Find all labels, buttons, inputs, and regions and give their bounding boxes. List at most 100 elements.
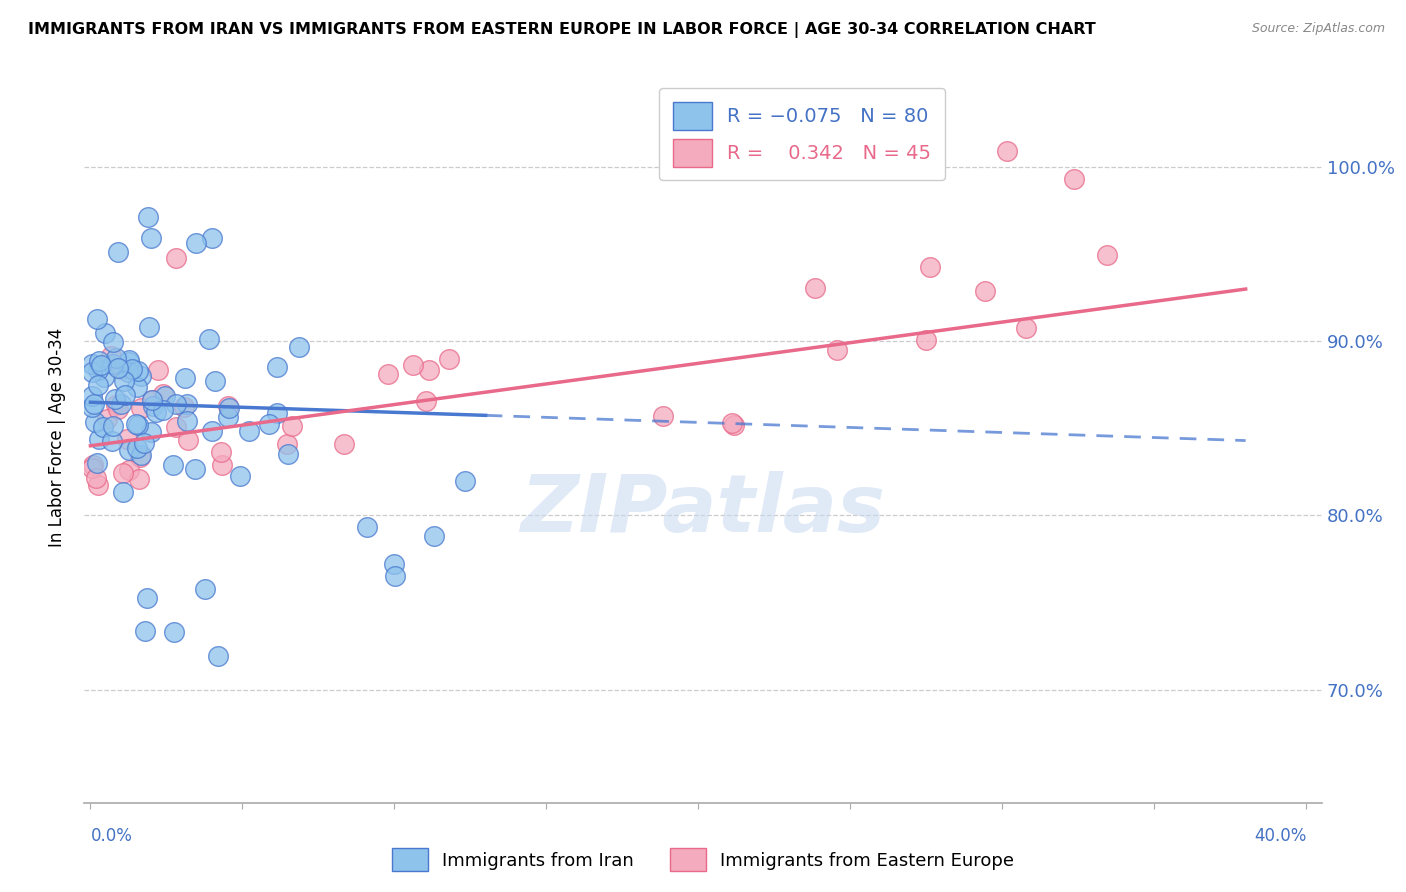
Point	[973, 284, 995, 298]
Point	[377, 368, 399, 382]
Point	[118, 463, 141, 477]
Point	[142, 399, 165, 413]
Point	[162, 624, 184, 639]
Point	[1063, 172, 1085, 186]
Point	[107, 402, 129, 417]
Point	[138, 320, 160, 334]
Point	[121, 361, 143, 376]
Text: Source: ZipAtlas.com: Source: ZipAtlas.com	[1251, 22, 1385, 36]
Point	[94, 326, 117, 340]
Point	[112, 374, 135, 388]
Point	[201, 231, 224, 245]
Point	[112, 484, 135, 499]
Point	[89, 353, 111, 368]
Point	[165, 397, 187, 411]
Point	[186, 236, 208, 251]
Point	[96, 412, 118, 426]
Point	[100, 349, 122, 363]
Point	[652, 409, 675, 424]
Point	[110, 397, 132, 411]
Point	[825, 343, 848, 357]
Point	[145, 405, 167, 419]
Point	[87, 432, 110, 446]
Point	[176, 414, 198, 428]
Point	[104, 398, 127, 412]
Point	[356, 520, 378, 534]
Point	[82, 458, 104, 472]
Point	[437, 351, 460, 366]
Point	[136, 210, 159, 224]
Point	[173, 371, 195, 385]
Point	[87, 477, 110, 491]
Text: 0.0%: 0.0%	[90, 827, 132, 846]
Point	[211, 458, 233, 472]
Point	[277, 446, 299, 460]
Point	[115, 432, 138, 446]
Point	[148, 363, 170, 377]
Point	[201, 425, 224, 439]
Point	[80, 400, 103, 414]
Y-axis label: In Labor Force | Age 30-34: In Labor Force | Age 30-34	[48, 327, 66, 547]
Legend: R = −0.075   N = 80, R =    0.342   N = 45: R = −0.075 N = 80, R = 0.342 N = 45	[659, 88, 945, 180]
Point	[1015, 320, 1038, 334]
Point	[131, 401, 153, 415]
Point	[110, 361, 132, 376]
Point	[207, 648, 229, 663]
Point	[194, 582, 217, 596]
Point	[101, 335, 124, 350]
Point	[80, 460, 103, 475]
Point	[86, 312, 108, 326]
Point	[111, 466, 134, 480]
Point	[454, 474, 477, 488]
Point	[152, 403, 174, 417]
Point	[132, 436, 155, 450]
Point	[93, 419, 115, 434]
Point	[176, 434, 198, 448]
Point	[107, 244, 129, 259]
Text: 40.0%: 40.0%	[1254, 827, 1306, 846]
Point	[204, 374, 226, 388]
Point	[920, 260, 942, 274]
Point	[229, 469, 252, 483]
Legend: Immigrants from Iran, Immigrants from Eastern Europe: Immigrants from Iran, Immigrants from Ea…	[384, 841, 1022, 879]
Point	[152, 387, 174, 401]
Point	[915, 333, 938, 347]
Point	[418, 363, 440, 377]
Point	[176, 396, 198, 410]
Point	[276, 437, 298, 451]
Point	[83, 397, 105, 411]
Point	[118, 355, 141, 369]
Point	[141, 392, 163, 407]
Point	[117, 365, 139, 379]
Point	[80, 365, 103, 379]
Point	[218, 401, 240, 415]
Point	[422, 529, 444, 543]
Point	[107, 360, 129, 375]
Point	[184, 462, 207, 476]
Point	[129, 448, 152, 462]
Point	[104, 392, 127, 406]
Point	[125, 380, 148, 394]
Point	[238, 424, 260, 438]
Point	[90, 358, 112, 372]
Point	[127, 418, 149, 433]
Point	[141, 393, 163, 408]
Point	[402, 358, 425, 372]
Point	[127, 441, 149, 455]
Point	[723, 417, 745, 432]
Point	[384, 569, 406, 583]
Point	[114, 388, 136, 402]
Point	[415, 393, 437, 408]
Point	[257, 417, 280, 431]
Point	[135, 591, 157, 605]
Point	[86, 456, 108, 470]
Point	[80, 357, 103, 371]
Point	[209, 445, 232, 459]
Point	[155, 389, 177, 403]
Point	[281, 418, 304, 433]
Point	[995, 145, 1018, 159]
Point	[93, 370, 115, 384]
Point	[118, 443, 141, 458]
Point	[165, 420, 187, 434]
Point	[333, 437, 356, 451]
